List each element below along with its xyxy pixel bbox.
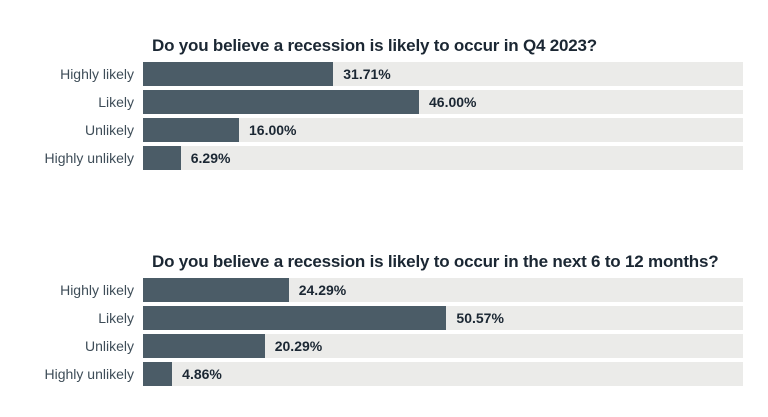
category-label: Highly unlikely	[44, 150, 134, 166]
category-label: Likely	[98, 94, 134, 110]
value-label: 16.00%	[249, 122, 297, 138]
bar	[143, 306, 447, 330]
category-label: Likely	[98, 310, 134, 326]
chart-title: Do you believe a recession is likely to …	[152, 252, 719, 272]
value-label: 20.29%	[274, 338, 323, 354]
bar-track: 6.29%	[143, 146, 743, 170]
category-label: Unlikely	[84, 338, 134, 354]
bar-track: 46.00%	[143, 90, 743, 114]
value-label: 4.86%	[182, 366, 222, 382]
bar-track: 50.57%	[143, 306, 743, 330]
value-label: 46.00%	[429, 94, 477, 110]
bar	[143, 362, 173, 386]
bar	[143, 118, 239, 142]
value-label: 31.71%	[343, 66, 391, 82]
chart-rows: Highly likely 24.29% Likely 50.57% Unlik…	[0, 278, 743, 390]
bar-track: 4.86%	[143, 362, 743, 386]
value-label: 50.57%	[456, 310, 504, 326]
bar	[143, 278, 289, 302]
bar	[143, 90, 419, 114]
bar-track: 16.00%	[143, 118, 743, 142]
chart-row: Highly unlikely 4.86%	[0, 362, 743, 386]
value-label: 24.29%	[298, 282, 347, 298]
chart-row: Unlikely 20.29%	[0, 334, 743, 358]
chart-row: Highly likely 31.71%	[0, 62, 743, 86]
chart-row: Highly unlikely 6.29%	[0, 146, 743, 170]
bar-track: 24.29%	[143, 278, 743, 302]
bar	[143, 62, 334, 86]
bar	[143, 146, 181, 170]
bar	[143, 334, 265, 358]
category-label: Unlikely	[84, 122, 134, 138]
chart-row: Likely 50.57%	[0, 306, 743, 330]
category-label: Highly unlikely	[44, 366, 134, 382]
chart-rows: Highly likely 31.71% Likely 46.00% Unlik…	[0, 62, 743, 174]
bar-track: 20.29%	[143, 334, 743, 358]
category-label: Highly likely	[60, 66, 134, 82]
chart-row: Unlikely 16.00%	[0, 118, 743, 142]
chart-title: Do you believe a recession is likely to …	[152, 36, 597, 56]
category-label: Highly likely	[60, 282, 134, 298]
value-label: 6.29%	[190, 150, 231, 166]
chart-row: Likely 46.00%	[0, 90, 743, 114]
chart-row: Highly likely 24.29%	[0, 278, 743, 302]
bar-track: 31.71%	[143, 62, 743, 86]
